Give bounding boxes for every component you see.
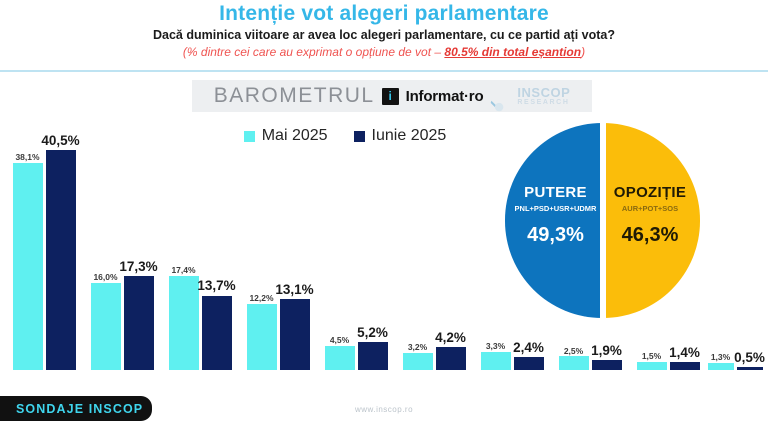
bar-group-psd: 17,4% 13,7% [166, 131, 236, 370]
pie-putere-sublabel: PNL+PSD+USR+UDMR [514, 203, 597, 213]
bar-group-aur: 38,1% 40,5% [10, 131, 80, 370]
bar-independent-mai[interactable]: 1,5% [636, 352, 667, 370]
legend-item-iunie-2025[interactable]: Iunie 2025 [353, 127, 447, 145]
bar-value-label-independent-iunie: 1,4% [669, 345, 700, 361]
bar-sos-iunie[interactable]: 1,9% [591, 343, 622, 370]
inscop-brand-label: INSCOP RESEARCH [517, 86, 570, 106]
pie-slice-opozitie [602, 123, 700, 318]
inscop-line2: RESEARCH [517, 99, 570, 106]
inscop-line1: INSCOP [517, 85, 571, 100]
bar-alt-partid-iunie[interactable]: 0,5% [734, 350, 765, 370]
bar-value-label-alt-partid-mai: 1,3% [710, 352, 731, 363]
bar-group-pnl: 16,0% 17,3% [88, 131, 158, 370]
brand-bar: BAROMETRUL i Informat·ro INSCOP RESEARCH [192, 80, 592, 112]
bar-value-label-sens-mai: 3,3% [485, 341, 506, 352]
bar-value-label-psd-mai: 17,4% [171, 264, 196, 275]
bar-value-label-udmr-mai: 4,5% [329, 334, 350, 345]
legend-label-mai-2025: Mai 2025 [261, 127, 328, 144]
bar-value-label-sens-iunie: 2,4% [513, 339, 544, 355]
pie-putere-value: 49,3% [527, 223, 584, 246]
legend-swatch-mai-2025 [243, 130, 255, 142]
bar-group-sos: 2,5% 1,9% [556, 131, 624, 370]
bar-group-usr: 12,2% 13,1% [244, 131, 314, 370]
inscop-swoosh-icon [491, 100, 504, 112]
pie-slice-putere [505, 123, 603, 318]
bar-value-label-pnl-mai: 16,0% [93, 272, 118, 283]
sample-note: (% dintre cei care au exprimat o opțiune… [0, 45, 768, 59]
pie-opozitie-sublabel: AUR+POT+SOS [621, 203, 679, 213]
bar-group-udmr: 4,5% 5,2% [322, 131, 390, 370]
bar-udmr-mai[interactable]: 4,5% [324, 335, 355, 370]
bar-value-label-aur-mai: 38,1% [15, 152, 40, 163]
bar-value-label-psd-iunie: 13,7% [197, 278, 236, 294]
bar-pot-mai[interactable]: 3,2% [402, 342, 433, 370]
bar-aur-mai[interactable]: 38,1% [12, 153, 43, 370]
watermark: www.inscop.ro [354, 405, 414, 414]
bar-pnl-iunie[interactable]: 17,3% [119, 259, 158, 370]
informat-brand-label: Informat·ro [405, 87, 484, 105]
bar-sens-mai[interactable]: 3,3% [480, 342, 511, 370]
pie-opozitie-value: 46,3% [621, 223, 679, 246]
page-subtitle: Dacă duminica viitoare ar avea loc alege… [153, 28, 615, 42]
bar-value-label-usr-mai: 12,2% [249, 292, 274, 303]
bar-udmr-iunie[interactable]: 5,2% [357, 325, 388, 370]
pie-label-putere: PUTERE PNL+PSD+USR+UDMR 49,3% [513, 184, 598, 246]
legend-item-mai-2025[interactable]: Mai 2025 [243, 127, 328, 145]
bar-value-label-pnl-iunie: 17,3% [119, 258, 158, 274]
bar-sens-iunie[interactable]: 2,4% [513, 340, 544, 370]
pie-putere-name: PUTERE [524, 184, 587, 201]
bar-value-label-sos-mai: 2,5% [563, 345, 584, 356]
bar-group-alt-partid: 1,3% 0,5% [706, 131, 765, 370]
bar-value-label-udmr-iunie: 5,2% [357, 324, 388, 340]
bar-psd-iunie[interactable]: 13,7% [197, 279, 236, 370]
pie-separator [599, 121, 606, 320]
bar-usr-mai[interactable]: 12,2% [246, 293, 277, 370]
bar-group-pot: 3,2% 4,2% [400, 131, 468, 370]
bar-value-label-aur-iunie: 40,5% [41, 132, 80, 148]
bar-value-label-alt-partid-iunie: 0,5% [734, 349, 765, 365]
bar-pot-iunie[interactable]: 4,2% [435, 330, 466, 370]
bar-value-label-pot-mai: 3,2% [407, 341, 428, 352]
bar-group-independent: 1,5% 1,4% [634, 131, 702, 370]
bar-value-label-sos-iunie: 1,9% [591, 342, 622, 358]
bar-usr-iunie[interactable]: 13,1% [275, 282, 314, 370]
sample-note-prefix: (% dintre cei care au exprimat o opțiune… [182, 45, 445, 59]
bar-value-label-independent-mai: 1,5% [641, 350, 662, 361]
bar-sos-mai[interactable]: 2,5% [558, 346, 589, 370]
pie-label-opozitie: OPOZIȚIE AUR+POT+SOS 46,3% [604, 184, 696, 246]
chart-legend: Mai 2025 Iunie 2025 [210, 124, 480, 148]
bar-group-sens: 3,3% 2,4% [478, 131, 546, 370]
informat-logo-icon: i [381, 87, 399, 105]
bar-pnl-mai[interactable]: 16,0% [90, 273, 121, 370]
sample-note-suffix: ) [581, 45, 586, 59]
bar-aur-iunie[interactable]: 40,5% [41, 133, 80, 370]
pie-opozitie-name: OPOZIȚIE [613, 184, 687, 201]
header-divider [0, 70, 768, 72]
page-title: Intenție vot alegeri parlamentare [219, 2, 549, 25]
legend-swatch-iunie-2025 [353, 130, 365, 142]
footer-tag: SONDAJE INSCOP [0, 396, 152, 421]
sample-note-emphasis: 80.5% din total eșantion [444, 45, 582, 59]
bar-value-label-pot-iunie: 4,2% [435, 330, 466, 346]
bar-psd-mai[interactable]: 17,4% [168, 265, 199, 370]
legend-label-iunie-2025: Iunie 2025 [371, 127, 447, 144]
bar-alt-partid-mai[interactable]: 1,3% [707, 353, 734, 370]
footer-tag-label: SONDAJE INSCOP [16, 401, 144, 416]
bar-chart-plot: 38,1%40,5%AUR16,0%17,3%PNL17,4%13,7%PSD1… [0, 130, 768, 370]
pie-chart: PUTERE PNL+PSD+USR+UDMR 49,3% OPOZIȚIE A… [505, 121, 700, 320]
brand-barometrul-label: BAROMETRUL [213, 84, 375, 107]
bar-value-label-usr-iunie: 13,1% [275, 281, 314, 297]
bar-independent-iunie[interactable]: 1,4% [669, 346, 700, 370]
